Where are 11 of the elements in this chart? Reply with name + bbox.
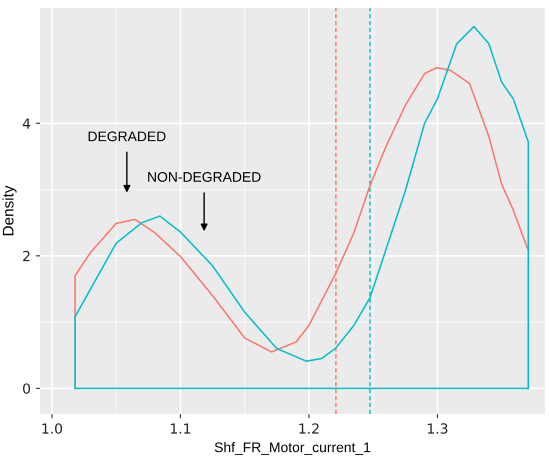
annotation: NON-DEGRADED — [148, 172, 261, 182]
y-tick-label: 2 — [23, 250, 30, 262]
x-tick-label: 1.0 — [42, 423, 62, 434]
y-tick-label: 4 — [22, 118, 30, 129]
y-tick-label: 0 — [23, 383, 30, 394]
x-axis-title: Shf_FR_Motor_current_1 — [214, 442, 370, 455]
x-tick-label: 1.3 — [428, 423, 448, 434]
y-axis-title: Density — [2, 186, 17, 236]
x-tick-label: 1.1 — [170, 423, 190, 434]
x-tick-label: 1.2 — [299, 423, 319, 434]
annotation: DEGRADED — [88, 131, 166, 142]
